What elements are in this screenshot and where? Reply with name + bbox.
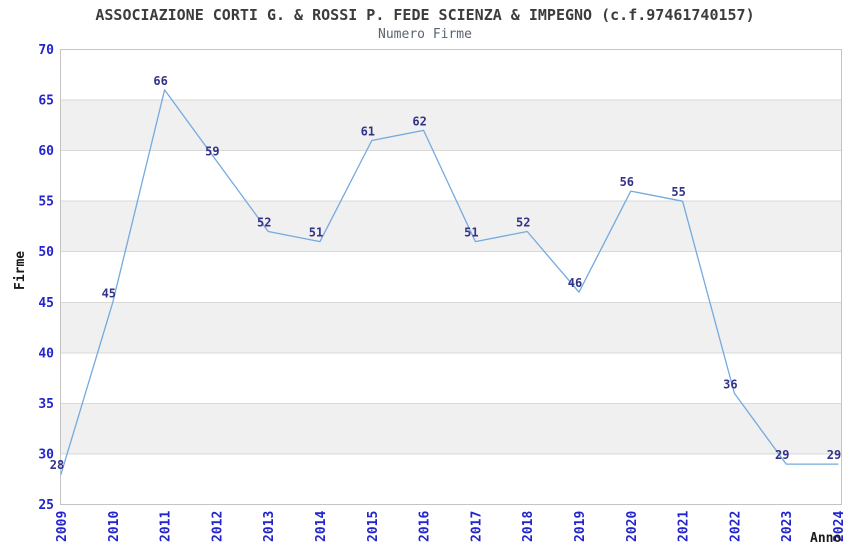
x-tick-label: 2011 bbox=[159, 511, 174, 542]
value-label: 59 bbox=[205, 145, 219, 159]
plot-frame bbox=[60, 49, 842, 505]
value-label: 61 bbox=[361, 125, 375, 139]
value-label: 55 bbox=[671, 185, 685, 199]
y-tick-label: 70 bbox=[38, 43, 54, 58]
y-tick-label: 30 bbox=[38, 447, 54, 462]
value-label: 36 bbox=[723, 377, 737, 391]
value-label: 66 bbox=[153, 74, 167, 88]
value-label: 28 bbox=[50, 458, 64, 472]
y-tick-label: 45 bbox=[38, 296, 54, 311]
value-label: 45 bbox=[102, 286, 116, 300]
x-axis-title: Anno bbox=[810, 531, 841, 546]
y-tick-label: 50 bbox=[38, 245, 54, 260]
y-tick-label: 60 bbox=[38, 144, 54, 159]
x-tick-label: 2013 bbox=[262, 511, 277, 542]
value-label: 62 bbox=[412, 114, 426, 128]
value-label: 56 bbox=[620, 175, 634, 189]
y-tick-label: 40 bbox=[38, 346, 54, 361]
x-tick-label: 2020 bbox=[625, 511, 640, 542]
x-tick-label: 2022 bbox=[728, 511, 743, 542]
x-tick-label: 2014 bbox=[314, 511, 329, 542]
value-label: 52 bbox=[257, 216, 271, 230]
x-tick-label: 2018 bbox=[521, 511, 536, 542]
x-tick-label: 2023 bbox=[780, 511, 795, 542]
y-axis-title: Firme bbox=[13, 251, 28, 290]
plot-band bbox=[60, 403, 842, 454]
y-tick-label: 25 bbox=[38, 498, 54, 513]
x-tick-label: 2017 bbox=[469, 511, 484, 542]
value-label: 51 bbox=[309, 226, 323, 240]
x-tick-label: 2015 bbox=[366, 511, 381, 542]
x-tick-label: 2010 bbox=[107, 511, 122, 542]
value-label: 46 bbox=[568, 276, 582, 290]
plot-band bbox=[60, 201, 842, 252]
x-tick-label: 2024 bbox=[832, 511, 847, 542]
x-tick-label: 2021 bbox=[677, 511, 692, 542]
value-label: 51 bbox=[464, 226, 478, 240]
y-tick-label: 55 bbox=[38, 195, 54, 210]
y-tick-label: 35 bbox=[38, 397, 54, 412]
chart-title: ASSOCIAZIONE CORTI G. & ROSSI P. FEDE SC… bbox=[95, 6, 755, 24]
x-tick-label: 2016 bbox=[418, 511, 433, 542]
value-label: 52 bbox=[516, 216, 530, 230]
x-tick-label: 2009 bbox=[55, 511, 70, 542]
value-label: 29 bbox=[775, 448, 789, 462]
chart-subtitle: Numero Firme bbox=[378, 27, 472, 42]
x-tick-label: 2012 bbox=[210, 511, 225, 542]
value-label: 29 bbox=[827, 448, 841, 462]
y-tick-label: 65 bbox=[38, 94, 54, 109]
x-tick-label: 2019 bbox=[573, 511, 588, 542]
plot-band bbox=[60, 302, 842, 353]
series-line bbox=[60, 89, 839, 475]
